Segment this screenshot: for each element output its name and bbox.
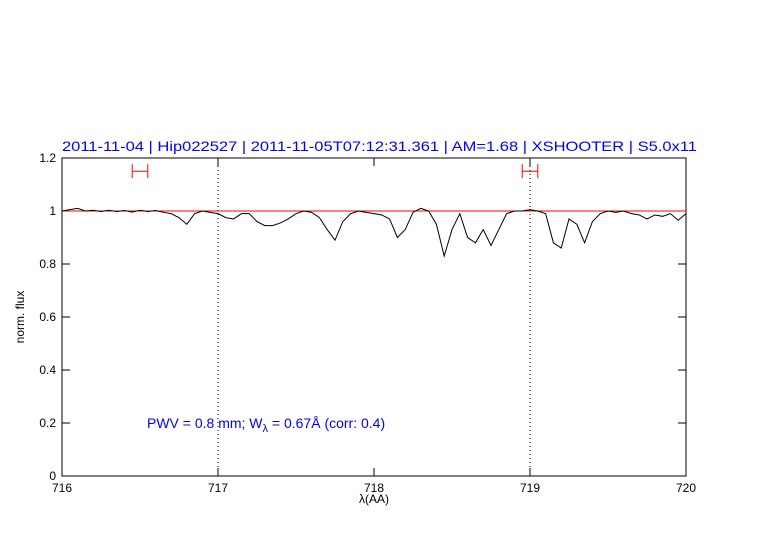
y-tick-label: 0.6 xyxy=(39,310,56,324)
y-axis-label: norm. flux xyxy=(13,291,27,344)
y-tick-label: 0.8 xyxy=(39,257,56,271)
x-axis-label: λ(AA) xyxy=(359,492,389,506)
x-tick-label: 719 xyxy=(520,481,540,495)
y-tick-label: 1.2 xyxy=(39,151,56,165)
x-tick-label: 717 xyxy=(208,481,228,495)
x-tick-label: 720 xyxy=(676,481,696,495)
x-tick-label: 716 xyxy=(52,481,72,495)
range-marker xyxy=(131,164,149,179)
spectrum-line xyxy=(61,207,687,258)
range-marker xyxy=(521,164,539,179)
y-tick-label: 0.4 xyxy=(39,363,56,377)
annotation-part: PWV = 0.8 mm; W xyxy=(147,415,263,431)
y-tick-label: 1 xyxy=(49,204,56,218)
annotation-part: λ xyxy=(263,423,269,435)
annotation: PWV = 0.8 mm; Wλ = 0.67Å (corr: 0.4) xyxy=(147,415,385,435)
x-tick-label: 718 xyxy=(364,481,384,495)
y-tick-label: 0.2 xyxy=(39,416,56,430)
chart-title: 2011-11-04 | Hip022527 | 2011-11-05T07:1… xyxy=(62,138,697,154)
annotation-part: = 0.67Å (corr: 0.4) xyxy=(268,415,385,431)
y-tick-label: 0 xyxy=(49,469,56,483)
